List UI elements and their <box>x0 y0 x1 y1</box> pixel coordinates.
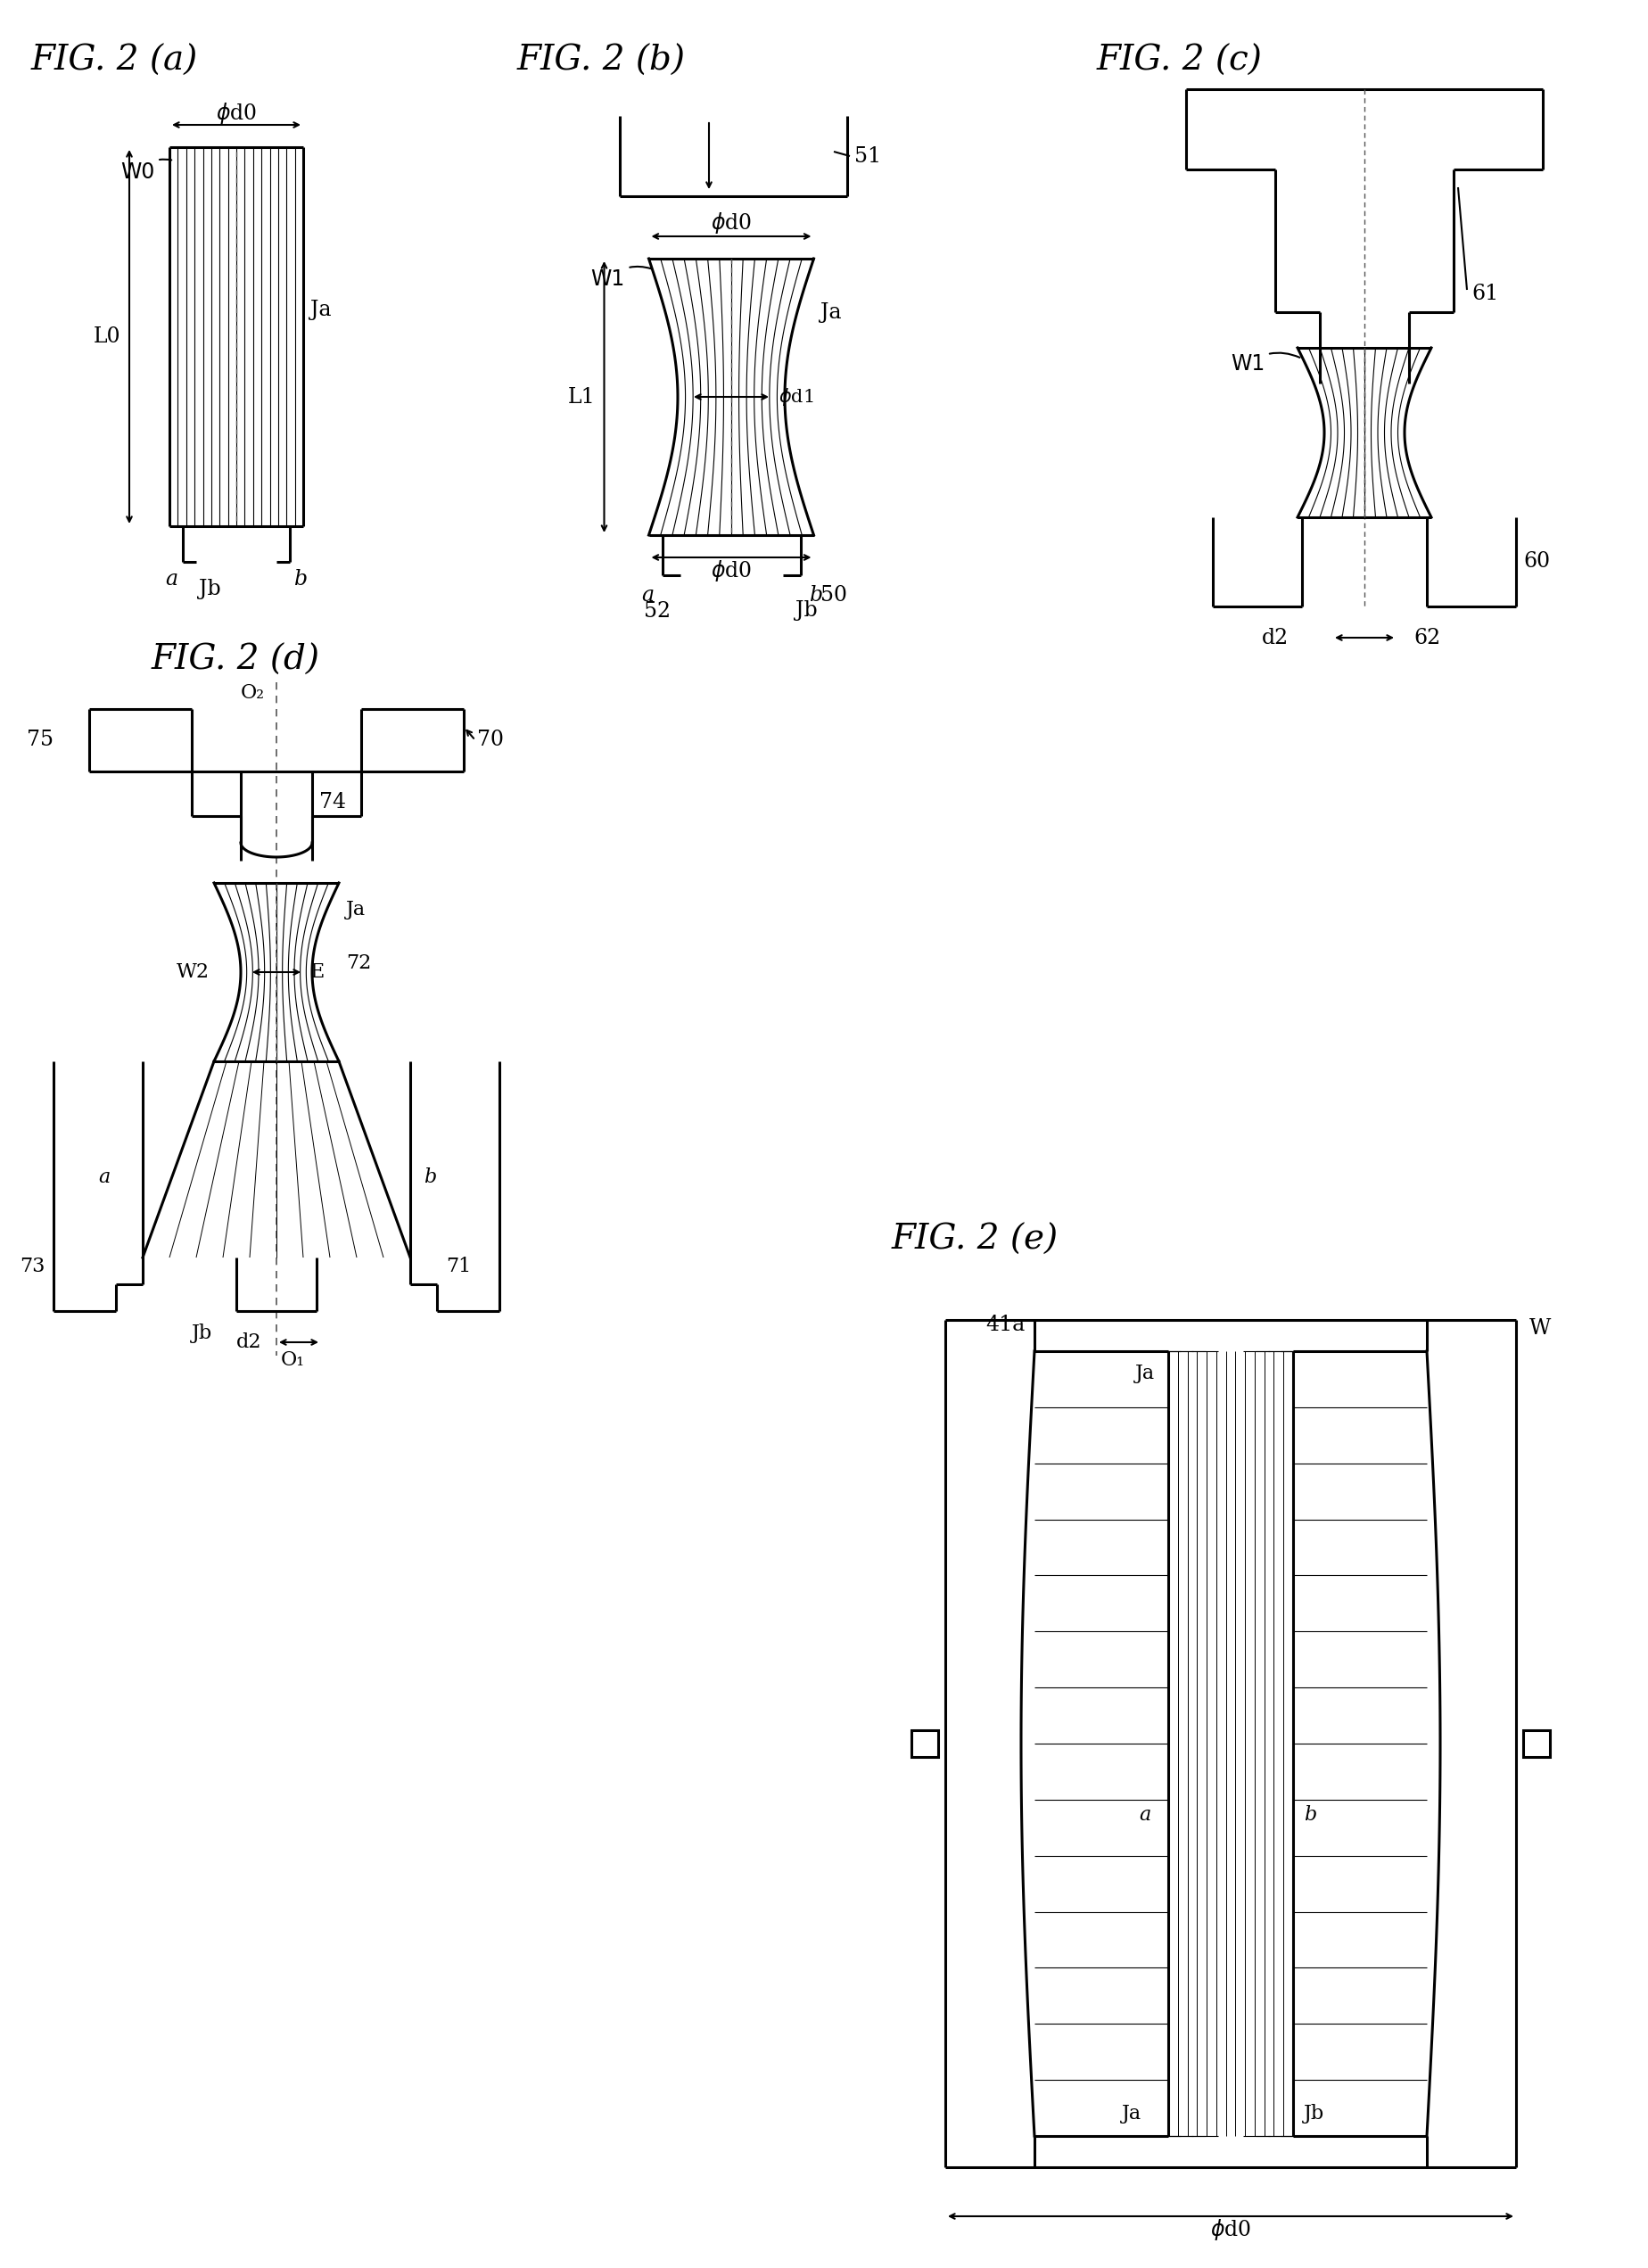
Text: L1: L1 <box>569 386 595 408</box>
Text: FIG. 2 (a): FIG. 2 (a) <box>31 43 198 77</box>
Text: W: W <box>1529 1318 1551 1338</box>
Text: 74: 74 <box>320 792 346 812</box>
Text: Jb: Jb <box>796 601 817 621</box>
Text: O₁: O₁ <box>280 1349 305 1370</box>
Text: W1: W1 <box>590 268 651 290</box>
Text: O₂: O₂ <box>241 683 265 703</box>
Text: 52: 52 <box>644 601 671 621</box>
Text: 50: 50 <box>821 585 847 606</box>
Text: d2: d2 <box>1262 628 1289 649</box>
Text: Ja: Ja <box>821 302 842 322</box>
Text: W0: W0 <box>120 159 171 184</box>
Text: b: b <box>295 569 308 590</box>
Text: FIG. 2 (e): FIG. 2 (e) <box>892 1222 1058 1256</box>
Text: W1: W1 <box>1231 354 1300 374</box>
Text: FIG. 2 (b): FIG. 2 (b) <box>517 43 686 77</box>
Bar <box>911 1730 938 1758</box>
Text: 60: 60 <box>1523 551 1551 572</box>
Text: a: a <box>641 585 654 606</box>
Text: $\phi$d0: $\phi$d0 <box>216 100 257 125</box>
Text: b: b <box>809 585 822 606</box>
Text: Jb: Jb <box>199 578 221 599</box>
Text: Ja: Ja <box>1122 2105 1142 2123</box>
Text: 41a: 41a <box>986 1313 1025 1334</box>
Text: $\phi$d0: $\phi$d0 <box>1210 2218 1251 2243</box>
Text: 72: 72 <box>346 953 371 973</box>
Text: FIG. 2 (d): FIG. 2 (d) <box>152 644 320 676</box>
Text: 70: 70 <box>478 730 504 751</box>
Text: Ja: Ja <box>310 299 331 320</box>
Text: 73: 73 <box>20 1256 44 1277</box>
Text: a: a <box>99 1168 110 1186</box>
Text: 75: 75 <box>26 730 53 751</box>
Text: 62: 62 <box>1414 628 1440 649</box>
Text: 51: 51 <box>854 145 882 166</box>
Text: Jb: Jb <box>191 1325 213 1343</box>
Text: Ja: Ja <box>1135 1363 1155 1383</box>
Text: a: a <box>1139 1805 1150 1826</box>
Text: a: a <box>165 569 178 590</box>
Text: FIG. 2 (c): FIG. 2 (c) <box>1098 43 1262 77</box>
Text: $\phi$d0: $\phi$d0 <box>710 558 751 583</box>
Text: Jb: Jb <box>1304 2105 1325 2123</box>
Text: d2: d2 <box>236 1331 262 1352</box>
Bar <box>1523 1730 1549 1758</box>
Text: 71: 71 <box>447 1256 471 1277</box>
Text: b: b <box>424 1168 437 1186</box>
Text: W2: W2 <box>176 962 209 982</box>
Text: b: b <box>1304 1805 1317 1826</box>
Text: $\phi$d1: $\phi$d1 <box>778 386 814 408</box>
Text: Ja: Ja <box>346 900 366 919</box>
Text: E: E <box>310 962 325 982</box>
Text: $\phi$d0: $\phi$d0 <box>710 211 751 236</box>
Text: L0: L0 <box>94 327 120 347</box>
Text: 61: 61 <box>1472 284 1498 304</box>
